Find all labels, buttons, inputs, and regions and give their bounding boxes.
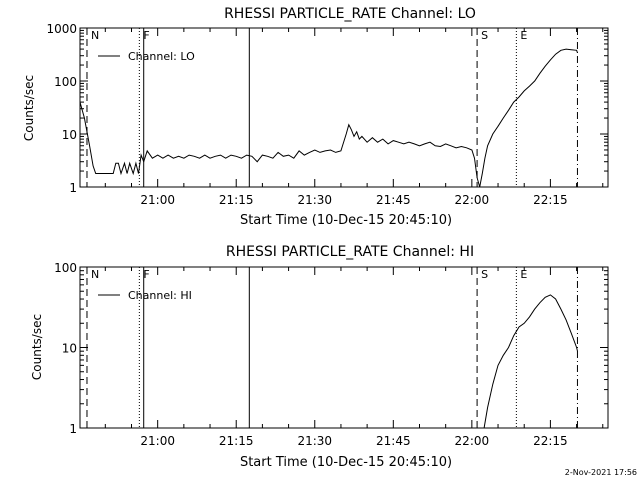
x-tick-label: 22:00 [455,434,490,448]
event-marker-label: E [520,29,527,42]
event-marker-label: S [481,29,488,42]
x-axis-label-hi: Start Time (10-Dec-15 20:45:10) [240,455,452,470]
y-axis-label-hi: Counts/sec [30,314,44,380]
series-line [483,294,578,429]
y-tick-label: 1 [69,181,77,195]
event-marker-label: N [91,268,99,281]
series-line [79,48,578,188]
x-tick-label: 21:00 [140,193,175,207]
y-tick-label: 100 [54,261,77,275]
x-tick-label: 21:15 [219,434,254,448]
y-axis-label-lo: Counts/sec [22,75,36,141]
x-axis-label-lo: Start Time (10-Dec-15 20:45:10) [240,213,452,228]
event-marker-label: S [481,268,488,281]
event-marker-label: E [520,268,527,281]
x-tick-label: 21:30 [297,434,332,448]
x-tick-label: 21:45 [376,193,411,207]
panel-lo: RHESSI PARTICLE_RATE Channel: LO 21:00 21… [22,6,609,228]
x-tick-label: 21:45 [376,434,411,448]
chart-title-hi: RHESSI PARTICLE_RATE Channel: HI [226,244,474,260]
x-tick-label: 22:00 [455,193,490,207]
y-tick-label: 100 [54,75,77,89]
event-marker-label: F [143,268,149,281]
plot-content-hi: 21:00 21:15 21:30 21:45 22:00 22:15 1 10 100 N F S E… [54,261,608,448]
x-tick-label: 22:15 [533,193,568,207]
plot-content-lo: 21:00 21:15 21:30 21:45 22:00 22:15 1 10 100 1000… [46,22,608,207]
x-tick-label: 22:15 [533,434,568,448]
y-tick-label: 1 [69,422,77,436]
footer-timestamp: 2-Nov-2021 17:56 [565,468,637,477]
plot-frame-lo [79,27,609,188]
chart-title-lo: RHESSI PARTICLE_RATE Channel: LO [224,6,476,22]
y-tick-label: 10 [62,128,77,142]
x-tick-label: 21:00 [140,434,175,448]
x-tick-label: 21:30 [297,193,332,207]
panel-hi: RHESSI PARTICLE_RATE Channel: HI 21:00 21… [30,244,609,470]
event-marker-label: F [143,29,149,42]
legend-entry: Channel: LO [128,50,195,63]
y-tick-label: 10 [62,342,77,356]
event-marker-label: N [91,29,99,42]
x-tick-label: 21:15 [219,193,254,207]
y-tick-label: 1000 [46,22,77,36]
legend-entry: Channel: HI [128,289,192,302]
